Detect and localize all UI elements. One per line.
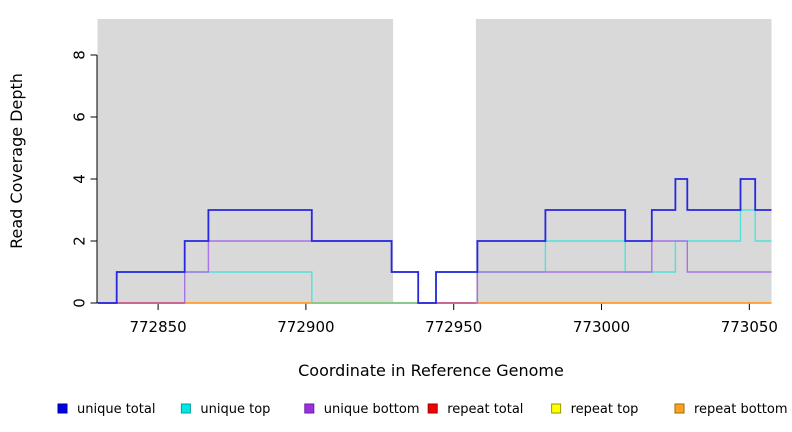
legend-swatch-repeat-total [427,403,438,414]
legend: unique total unique top unique bottom repea… [57,402,788,417]
y-tick-label: 0 [70,298,88,308]
y-tick-label: 2 [70,236,88,246]
coverage-series-lines [97,178,772,304]
legend-label-unique-bottom: unique bottom [324,402,420,417]
series-unique-top [97,209,772,304]
legend-label-repeat-top: repeat top [571,402,639,417]
x-tick-label: 772950 [425,318,482,336]
x-tick-label: 773050 [721,318,778,336]
x-axis-label: Coordinate in Reference Genome [298,361,564,380]
legend-swatch-repeat-bottom [674,403,685,414]
coverage-gap-band [393,19,476,303]
y-tick-label: 4 [70,174,88,184]
y-axis-label: Read Coverage Depth [7,73,26,249]
legend-label-repeat-bottom: repeat bottom [694,402,788,417]
legend-swatch-repeat-top [551,403,562,414]
x-tick-label: 773000 [573,318,630,336]
axes: 0 2 4 6 8 772850 772900 772950 773000 773050 [70,50,778,336]
y-tick-label: 6 [70,112,88,122]
legend-swatch-unique-total [57,403,68,414]
legend-label-repeat-total: repeat total [447,402,523,417]
y-tick-label: 8 [70,50,88,60]
legend-label-unique-top: unique top [200,402,270,417]
x-tick-label: 772850 [129,318,186,336]
legend-swatch-unique-top [180,403,191,414]
legend-label-unique-total: unique total [77,402,155,417]
legend-swatch-unique-bottom [304,403,315,414]
x-tick-label: 772900 [277,318,334,336]
series-unique-total [97,178,772,304]
